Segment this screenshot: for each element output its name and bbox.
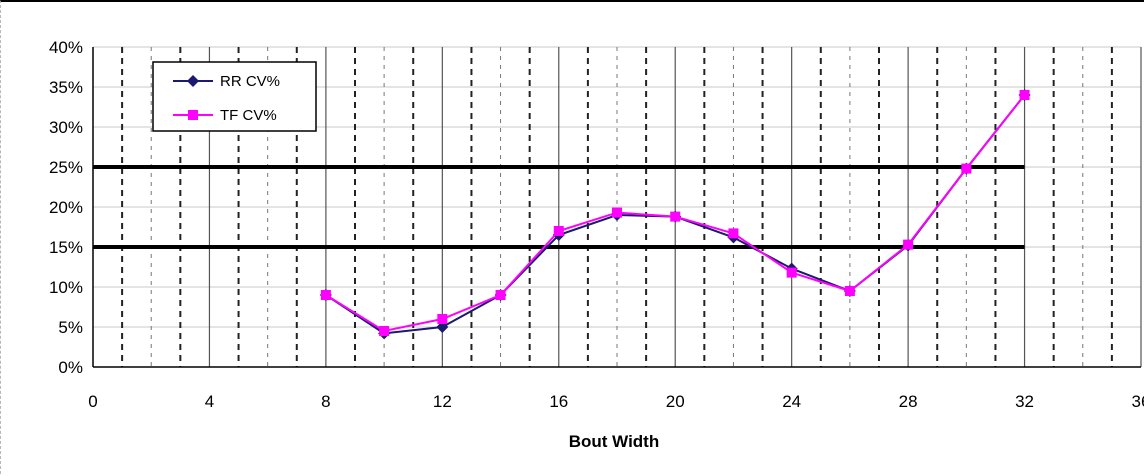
data-point-tf [961, 163, 972, 174]
data-point-tf [1019, 90, 1030, 100]
y-tick-label: 35% [49, 78, 83, 97]
y-tick-label: 10% [49, 278, 83, 297]
x-tick-label: 36 [1132, 392, 1144, 411]
legend-swatch-rr-marker [187, 75, 199, 87]
legend-swatch-tf-marker [188, 110, 198, 120]
y-tick-label: 40% [49, 38, 83, 57]
reference-lines [93, 165, 1025, 249]
legend: RR CV% TF CV% [152, 61, 317, 132]
data-point-tf [786, 267, 797, 278]
y-tick-label: 20% [49, 198, 83, 217]
x-tick-label: 20 [666, 392, 685, 411]
data-point-tf [670, 211, 681, 222]
legend-box [152, 61, 317, 132]
legend-label-rr: RR CV% [220, 73, 280, 90]
x-tick-label: 16 [549, 392, 568, 411]
series-layer [319, 89, 1031, 340]
x-tick-label: 32 [1015, 392, 1034, 411]
data-point-tf [553, 226, 564, 236]
data-point-tf [495, 290, 506, 300]
x-axis-title: Bout Width [569, 432, 659, 451]
x-tick-label: 12 [433, 392, 452, 411]
y-tick-label: 0% [58, 358, 83, 377]
y-tick-label: 5% [58, 318, 83, 337]
data-point-tf [903, 239, 914, 250]
x-tick-label: 8 [321, 392, 330, 411]
x-tick-label: 28 [899, 392, 918, 411]
data-point-tf [379, 326, 390, 336]
tick-labels: 0% 5% 10% 15% 20% 25% 30% 35% 40% 0 4 8 12 16 20 24 28 32… [49, 38, 1144, 411]
legend-label-tf: TF CV% [220, 107, 277, 124]
y-tick-label: 30% [49, 118, 83, 137]
data-point-tf [320, 290, 331, 300]
data-point-tf [844, 286, 855, 296]
data-point-tf [612, 207, 622, 218]
data-point-tf [728, 228, 739, 239]
y-tick-label: 25% [49, 158, 83, 177]
x-tick-label: 24 [782, 392, 801, 411]
y-tick-label: 15% [49, 238, 83, 257]
x-tick-label: 4 [205, 392, 214, 411]
axes [92, 47, 1141, 368]
x-tick-label: 0 [88, 392, 97, 411]
data-point-tf [437, 314, 448, 324]
